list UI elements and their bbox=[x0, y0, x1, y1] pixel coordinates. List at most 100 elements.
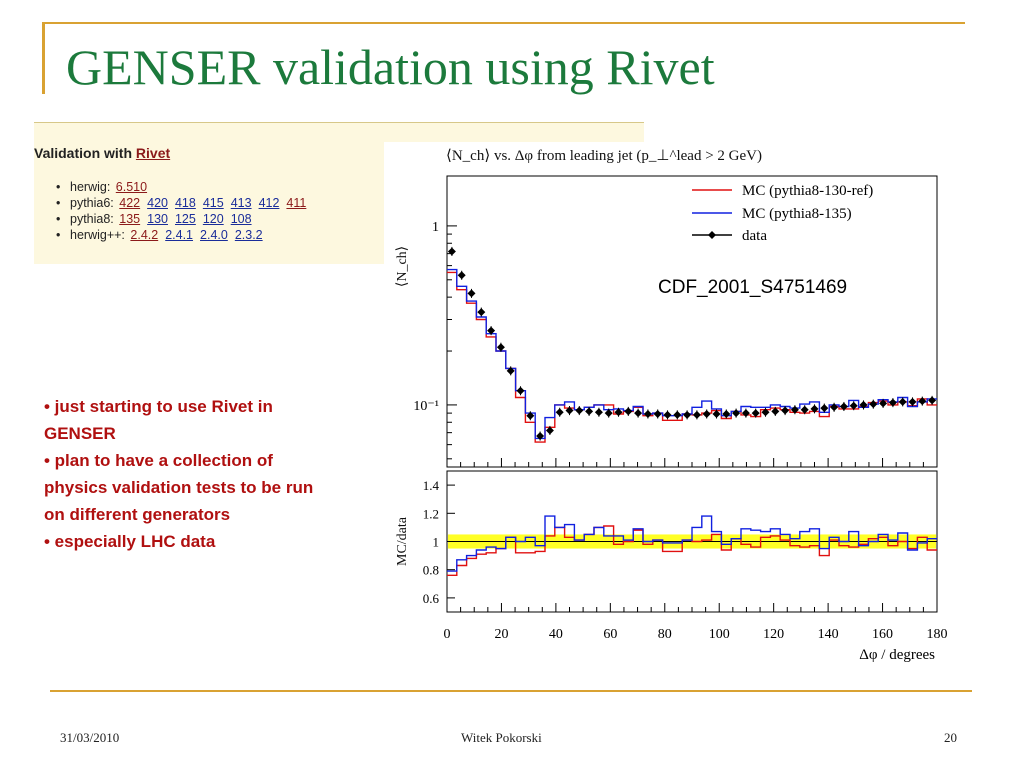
plot-title: ⟨N_ch⟩ vs. Δφ from leading jet (p_⊥^lead… bbox=[446, 148, 762, 164]
series-line-pythia8-135 bbox=[447, 268, 937, 440]
data-point bbox=[898, 397, 907, 406]
footer-page-number: 20 bbox=[944, 730, 957, 745]
title-accent-horizontal-rule bbox=[42, 22, 965, 24]
data-point bbox=[506, 366, 515, 375]
data-point bbox=[624, 407, 633, 416]
generator-label: pythia6: bbox=[70, 196, 114, 210]
ratio-y-tick-label: 0.6 bbox=[423, 591, 440, 606]
version-link[interactable]: 413 bbox=[230, 196, 252, 210]
footer-author: Witek Pokorski bbox=[461, 730, 542, 745]
footer-rule bbox=[50, 690, 972, 692]
footer-date: 31/03/2010 bbox=[60, 730, 120, 745]
ratio-y-tick-label: 0.8 bbox=[423, 563, 439, 578]
data-point bbox=[692, 410, 701, 419]
x-tick-label: 40 bbox=[549, 627, 563, 642]
ratio-y-axis-label: MC/data bbox=[395, 516, 410, 566]
data-point bbox=[614, 408, 623, 417]
version-link[interactable]: 412 bbox=[258, 196, 280, 210]
x-tick-label: 0 bbox=[444, 627, 451, 642]
generator-row: • herwig: 6.510 bbox=[56, 179, 306, 195]
version-link[interactable]: 2.4.0 bbox=[200, 228, 228, 242]
data-point bbox=[663, 410, 672, 419]
data-point bbox=[467, 289, 476, 298]
version-link[interactable]: 2.4.1 bbox=[165, 228, 194, 242]
generator-label: pythia8: bbox=[70, 212, 114, 226]
generator-label: herwig++: bbox=[70, 228, 125, 242]
ratio-y-tick-label: 1.4 bbox=[423, 478, 440, 493]
data-point bbox=[839, 402, 848, 411]
analysis-id-label: CDF_2001_S4751469 bbox=[658, 277, 847, 298]
data-point bbox=[722, 409, 731, 418]
version-link[interactable]: 422 bbox=[119, 196, 141, 210]
version-link[interactable]: 125 bbox=[174, 212, 196, 226]
data-point bbox=[604, 409, 613, 418]
data-point bbox=[859, 400, 868, 409]
data-point bbox=[526, 411, 535, 420]
data-point bbox=[820, 404, 829, 413]
generator-row: • herwig++: 2.4.2 2.4.1 2.4.0 2.3.2 bbox=[56, 227, 306, 243]
ratio-y-tick-label: 1 bbox=[433, 535, 440, 550]
bullet-line: on different generators bbox=[44, 505, 231, 524]
version-link[interactable]: 411 bbox=[286, 196, 307, 210]
data-point bbox=[790, 405, 799, 414]
bullet-line: GENSER bbox=[44, 424, 116, 443]
x-tick-label: 60 bbox=[603, 627, 617, 642]
bullet-line: • plan to have a collection of bbox=[44, 451, 273, 470]
data-point bbox=[555, 408, 564, 417]
data-point bbox=[751, 409, 760, 418]
data-point bbox=[545, 426, 554, 435]
data-point bbox=[800, 405, 809, 414]
ratio-line-pythia8-135 bbox=[447, 515, 937, 572]
slide-bullet-text: • just starting to use Rivet in GENSER • p… bbox=[44, 393, 384, 555]
slide-title: GENSER validation using Rivet bbox=[66, 39, 715, 95]
x-tick-label: 20 bbox=[494, 627, 508, 642]
x-tick-label: 160 bbox=[872, 627, 893, 642]
bullet-dot: • bbox=[56, 180, 61, 194]
x-tick-label: 80 bbox=[658, 627, 672, 642]
version-link[interactable]: 130 bbox=[147, 212, 168, 226]
data-point bbox=[457, 271, 466, 280]
main-y-tick-label: 10⁻¹ bbox=[413, 399, 439, 414]
rivet-heading-link[interactable]: Rivet bbox=[135, 145, 171, 161]
legend-data-marker bbox=[708, 231, 716, 239]
data-point bbox=[732, 409, 741, 418]
version-link[interactable]: 418 bbox=[174, 196, 196, 210]
title-accent-vertical-rule bbox=[42, 22, 45, 94]
data-point bbox=[487, 326, 496, 335]
panel-top-rule bbox=[34, 122, 644, 123]
data-point bbox=[496, 343, 505, 352]
version-link[interactable]: 2.4.2 bbox=[130, 228, 159, 242]
version-link[interactable]: 108 bbox=[230, 212, 252, 226]
version-link[interactable]: 415 bbox=[202, 196, 224, 210]
version-link[interactable]: 135 bbox=[119, 212, 141, 226]
generator-row: • pythia6: 422 420 418 415 413 412 411 bbox=[56, 195, 306, 211]
generator-version-list: • herwig: 6.510 • pythia6: 422 420 418 415 413 4… bbox=[56, 179, 306, 243]
data-point bbox=[643, 409, 652, 418]
generator-row: • pythia8: 135 130 125 120 108 bbox=[56, 211, 306, 227]
version-link[interactable]: 6.510 bbox=[115, 180, 148, 194]
data-point bbox=[516, 386, 525, 395]
rivet-plot: ⟨N_ch⟩ vs. Δφ from leading jet (p_⊥^lead… bbox=[384, 142, 950, 670]
data-point bbox=[683, 410, 692, 419]
data-point bbox=[781, 406, 790, 415]
data-point bbox=[575, 406, 584, 415]
data-point bbox=[741, 409, 750, 418]
x-tick-label: 180 bbox=[927, 627, 948, 642]
bullet-line: • especially LHC data bbox=[44, 532, 216, 551]
bullet-dot: • bbox=[56, 212, 61, 226]
rivet-plot-svg: ⟨N_ch⟩ vs. Δφ from leading jet (p_⊥^lead… bbox=[395, 148, 948, 663]
bullet-line: physics validation tests to be run bbox=[44, 478, 314, 497]
data-point bbox=[879, 399, 888, 408]
x-tick-label: 120 bbox=[763, 627, 784, 642]
version-link[interactable]: 2.3.2 bbox=[234, 228, 263, 242]
data-point bbox=[702, 409, 711, 418]
data-point bbox=[908, 397, 917, 406]
ratio-line-pythia8-130-ref bbox=[447, 525, 937, 576]
data-point bbox=[810, 404, 819, 413]
data-point bbox=[888, 398, 897, 407]
version-link[interactable]: 120 bbox=[202, 212, 224, 226]
rivet-heading-prefix: Validation with bbox=[34, 145, 136, 161]
data-point bbox=[771, 407, 780, 416]
generator-label: herwig: bbox=[70, 180, 111, 194]
version-link[interactable]: 420 bbox=[147, 196, 168, 210]
